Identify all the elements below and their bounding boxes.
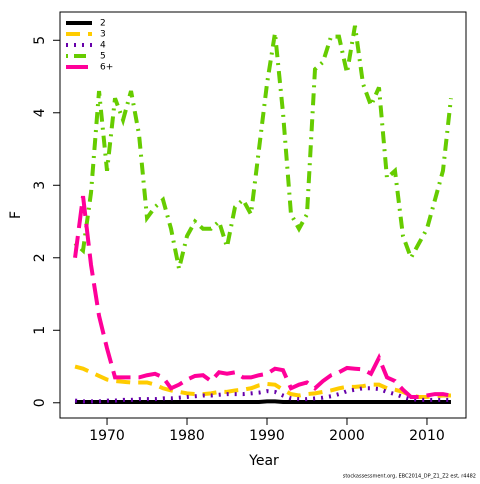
y-tick-label: 2 (32, 253, 48, 262)
series-line (75, 399, 451, 405)
x-tick-label: 1970 (89, 428, 125, 444)
y-tick-label: 1 (32, 326, 48, 335)
series-line (73, 25, 453, 270)
legend-label: 5 (100, 52, 106, 62)
legend-label: 4 (100, 41, 106, 51)
y-tick-label: 0 (32, 398, 48, 407)
y-tick-label: 5 (32, 36, 48, 45)
y-tick-label: 3 (32, 181, 48, 190)
legend-label: 2 (100, 19, 106, 29)
x-tick-label: 2010 (409, 428, 445, 444)
x-tick-label: 1980 (169, 428, 205, 444)
series-line (74, 386, 451, 404)
footer: stockassessment.org, EBC2014_DP_Z1_Z2 es… (343, 474, 476, 480)
y-tick-label: 4 (32, 108, 48, 117)
x-axis-label: Year (248, 453, 279, 469)
legend-label: 6+ (100, 63, 113, 73)
plot-frame (59, 11, 467, 419)
x-tick-label: 1990 (249, 428, 285, 444)
series-line (73, 195, 452, 399)
legend-label: 3 (100, 30, 106, 40)
y-axis-label: F (8, 211, 24, 219)
x-tick-label: 2000 (329, 428, 365, 444)
